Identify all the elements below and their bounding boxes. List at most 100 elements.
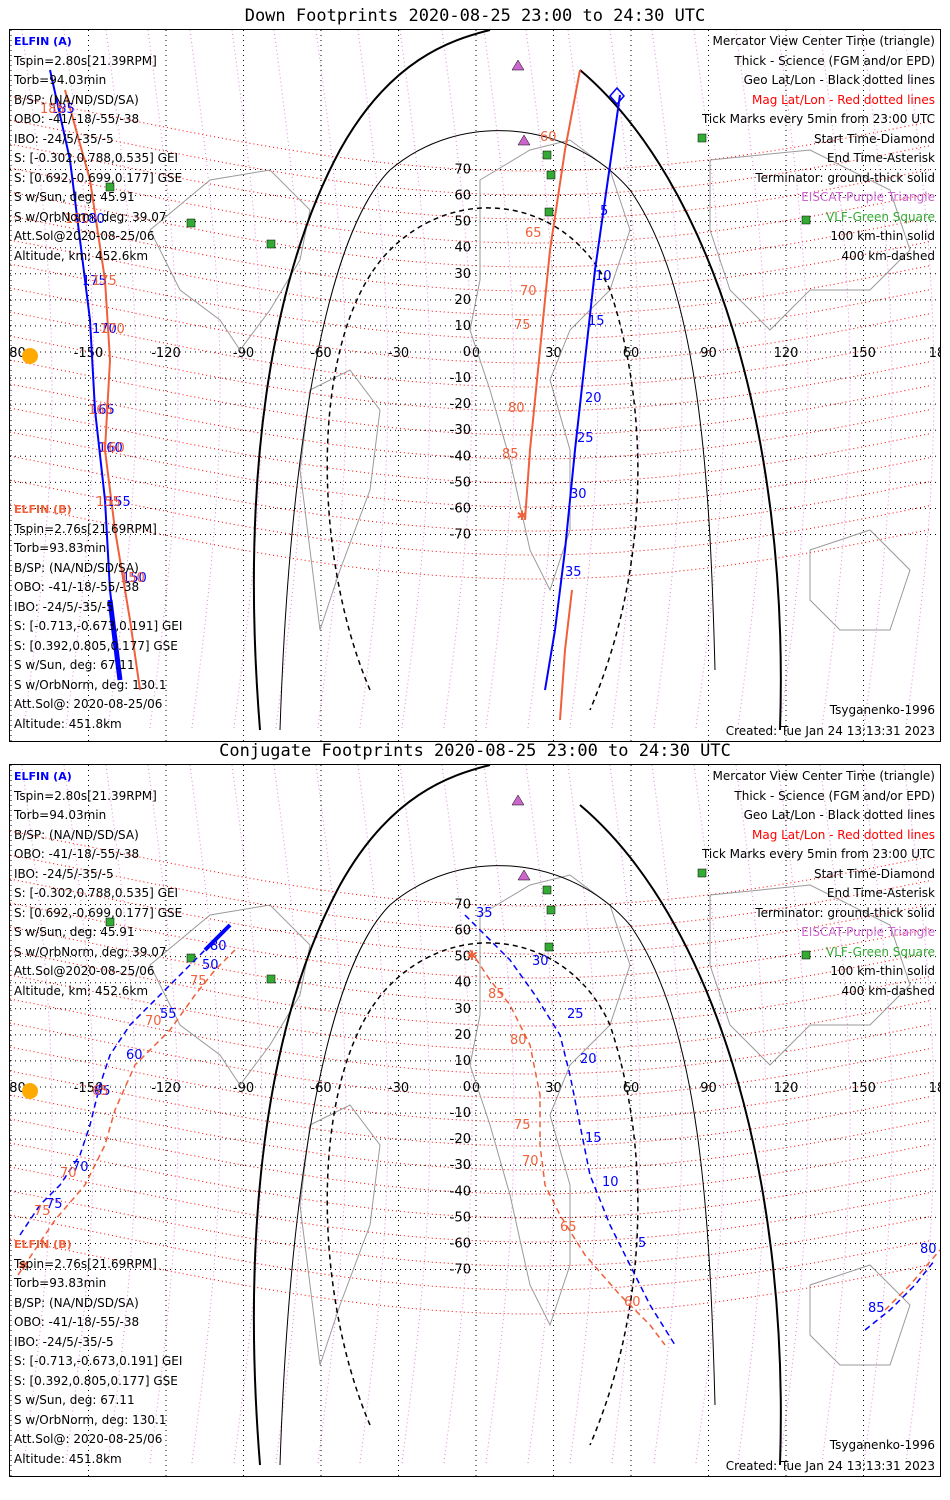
vlf-square: [546, 170, 556, 180]
elfin-b-line: Altitude: 451.8km: [14, 716, 122, 731]
eiscat-triangle: [511, 794, 525, 806]
lon-tick-label: 120: [774, 1081, 799, 1096]
elfin-a-name: ELFIN (A): [14, 35, 72, 48]
continent-outline: [299, 1104, 381, 1366]
lat-tick-label: -70: [450, 1263, 471, 1278]
elfin-a-line: S: [0.692,-0.699,0.177] GSE: [14, 905, 183, 920]
legend-item: VLF-Green Square: [826, 209, 935, 224]
elfin-b-line: Torb=93.83min: [14, 541, 107, 555]
elfin-a-tick-label: 55: [160, 1007, 177, 1022]
eiscat-triangle: [517, 134, 531, 146]
lat-tick-label: -70: [450, 528, 471, 543]
elfin-a-line: Torb=94.03min: [14, 73, 107, 87]
elfin-b-tick-label: 170: [100, 322, 125, 337]
continent-outline: [149, 169, 311, 351]
elfin-a-tick-label: 175: [82, 274, 107, 289]
elfin-b-track: [469, 949, 666, 1346]
elfin-b-line: Att.Sol@: 2020-08-25/06: [14, 1432, 163, 1446]
elfin-b-tick-label: 155: [96, 495, 121, 510]
elfin-b-line: OBO: -41/-18/-55/-38: [14, 580, 140, 594]
elfin-a-tick-label: 30: [532, 954, 549, 969]
boundary-400km: [326, 207, 639, 711]
elfin-a-line: S: [-0.302,0.788,0.535] GEI: [14, 151, 179, 165]
legend-item: 400 km-dashed: [841, 248, 935, 263]
mag-lat-line: [10, 950, 931, 1027]
mag-lon-line: [231, 30, 263, 731]
lat-tick-label: 50: [454, 950, 471, 965]
elfin-b-track: [64, 89, 141, 691]
elfin-b-tick-label: 65: [525, 226, 542, 241]
elfin-a-tick-label: 75: [46, 1197, 63, 1212]
mag-lon-line: [567, 765, 599, 1466]
lat-tick-label: 60: [454, 189, 471, 204]
elfin-b-line: S w/Sun, deg: 67.11: [14, 1393, 135, 1407]
start-diamond: [609, 86, 625, 106]
mag-lat-line: [10, 191, 931, 268]
elfin-a-track: [864, 1259, 936, 1331]
vlf-square: [801, 950, 811, 960]
mag-lon-line: [483, 30, 515, 731]
elfin-a-line: Tspin=2.80s[21.39RPM]: [14, 788, 157, 803]
elfin-b-tick-label: 150: [120, 571, 145, 586]
elfin-b-tick-label: 75: [514, 318, 531, 333]
mag-lat-line: [10, 1142, 931, 1219]
mag-lat-line: [10, 311, 931, 388]
elfin-b-tick-label: 175: [92, 274, 117, 289]
legend-item: Start Time-Diamond: [813, 866, 935, 881]
map-canvas: -180-150-120-90-60-300306090120150180706…: [10, 30, 940, 741]
mag-lon-line: [231, 765, 263, 1466]
elfin-a-line: S w/Sun, deg: 45.91: [14, 190, 135, 204]
legend-item: Mercator View Center Time (triangle): [712, 34, 935, 48]
legend-item: EISCAT-Purple Triangle: [801, 925, 935, 939]
elfin-a-line: IBO: -24/5/-35/-5: [14, 866, 114, 881]
boundary-400km: [326, 942, 639, 1446]
created-label: Created: Tue Jan 24 13:13:31 2023: [725, 724, 935, 738]
elfin-b-line: S: [0.392,0.805,0.177] GSE: [14, 638, 178, 653]
legend-item: End Time-Asterisk: [826, 151, 935, 165]
mag-lon-line: [525, 765, 557, 1466]
continent-outline: [709, 149, 911, 331]
terminator-ground: [252, 30, 491, 731]
elfin-b-line: Altitude: 451.8km: [14, 1451, 122, 1466]
elfin-b-tick-label: 70: [145, 1014, 162, 1029]
continent-outline: [149, 904, 311, 1086]
continent-outline: [299, 369, 381, 631]
elfin-a-tick-label: 180: [80, 212, 105, 227]
elfin-a-tick-label: 20: [580, 1052, 597, 1067]
eiscat-triangle: [517, 869, 531, 881]
elfin-a-line: IBO: -24/5/-35/-5: [14, 131, 114, 146]
mag-lat-line: [10, 407, 931, 484]
elfin-b-line: Tspin=2.76s[21.69RPM]: [14, 1256, 157, 1271]
elfin-b-tick-label: 65: [560, 1220, 577, 1235]
down-footprints-panel: -180-150-120-90-60-300306090120150180706…: [9, 29, 941, 742]
elfin-a-tick-label: 15: [588, 314, 605, 329]
elfin-a-tick-label: 80: [920, 1242, 937, 1257]
elfin-a-track: [49, 69, 121, 681]
elfin-b-line: Tspin=2.76s[21.69RPM]: [14, 521, 157, 536]
elfin-a-track: [544, 94, 621, 691]
mag-lat-line: [10, 1046, 931, 1123]
elfin-a-tick-label: 25: [577, 431, 594, 446]
elfin-b-line: IBO: -24/5/-35/-5: [14, 599, 114, 614]
conjugate-footprints-panel: -180-150-120-90-60-300306090120150180706…: [9, 764, 941, 1477]
mag-lat-line: [10, 335, 931, 412]
elfin-a-tick-label: 5: [638, 1236, 646, 1251]
vlf-square: [266, 974, 276, 984]
elfin-a-line: OBO: -41/-18/-55/-38: [14, 847, 140, 861]
elfin-b-line: B/SP: (NA/ND/SD/SA): [14, 560, 139, 575]
legend-item: Tick Marks every 5min from 23:00 UTC: [701, 112, 935, 126]
lon-tick-label: -90: [233, 346, 254, 361]
elfin-a-line: S w/OrbNorm, deg: 39.07: [14, 209, 167, 224]
lon-tick-label: 180: [929, 1081, 941, 1096]
elfin-a-info: ELFIN (A) Tspin=2.80s[21.39RPM] Torb=94.…: [14, 767, 182, 1001]
lon-tick-label: 120: [774, 346, 799, 361]
mag-lat-line: [10, 431, 931, 508]
lat-tick-label: -60: [450, 1236, 471, 1251]
legend-item: Thick - Science (FGM and/or EPD): [734, 788, 935, 803]
lat-tick-label: -50: [450, 475, 471, 490]
elfin-b-line: B/SP: (NA/ND/SD/SA): [14, 1295, 139, 1310]
lon-tick-label: -180: [10, 346, 26, 361]
vlf-square: [544, 942, 554, 952]
mag-lat-line: [10, 95, 931, 172]
mag-lon-line: [189, 765, 221, 1466]
